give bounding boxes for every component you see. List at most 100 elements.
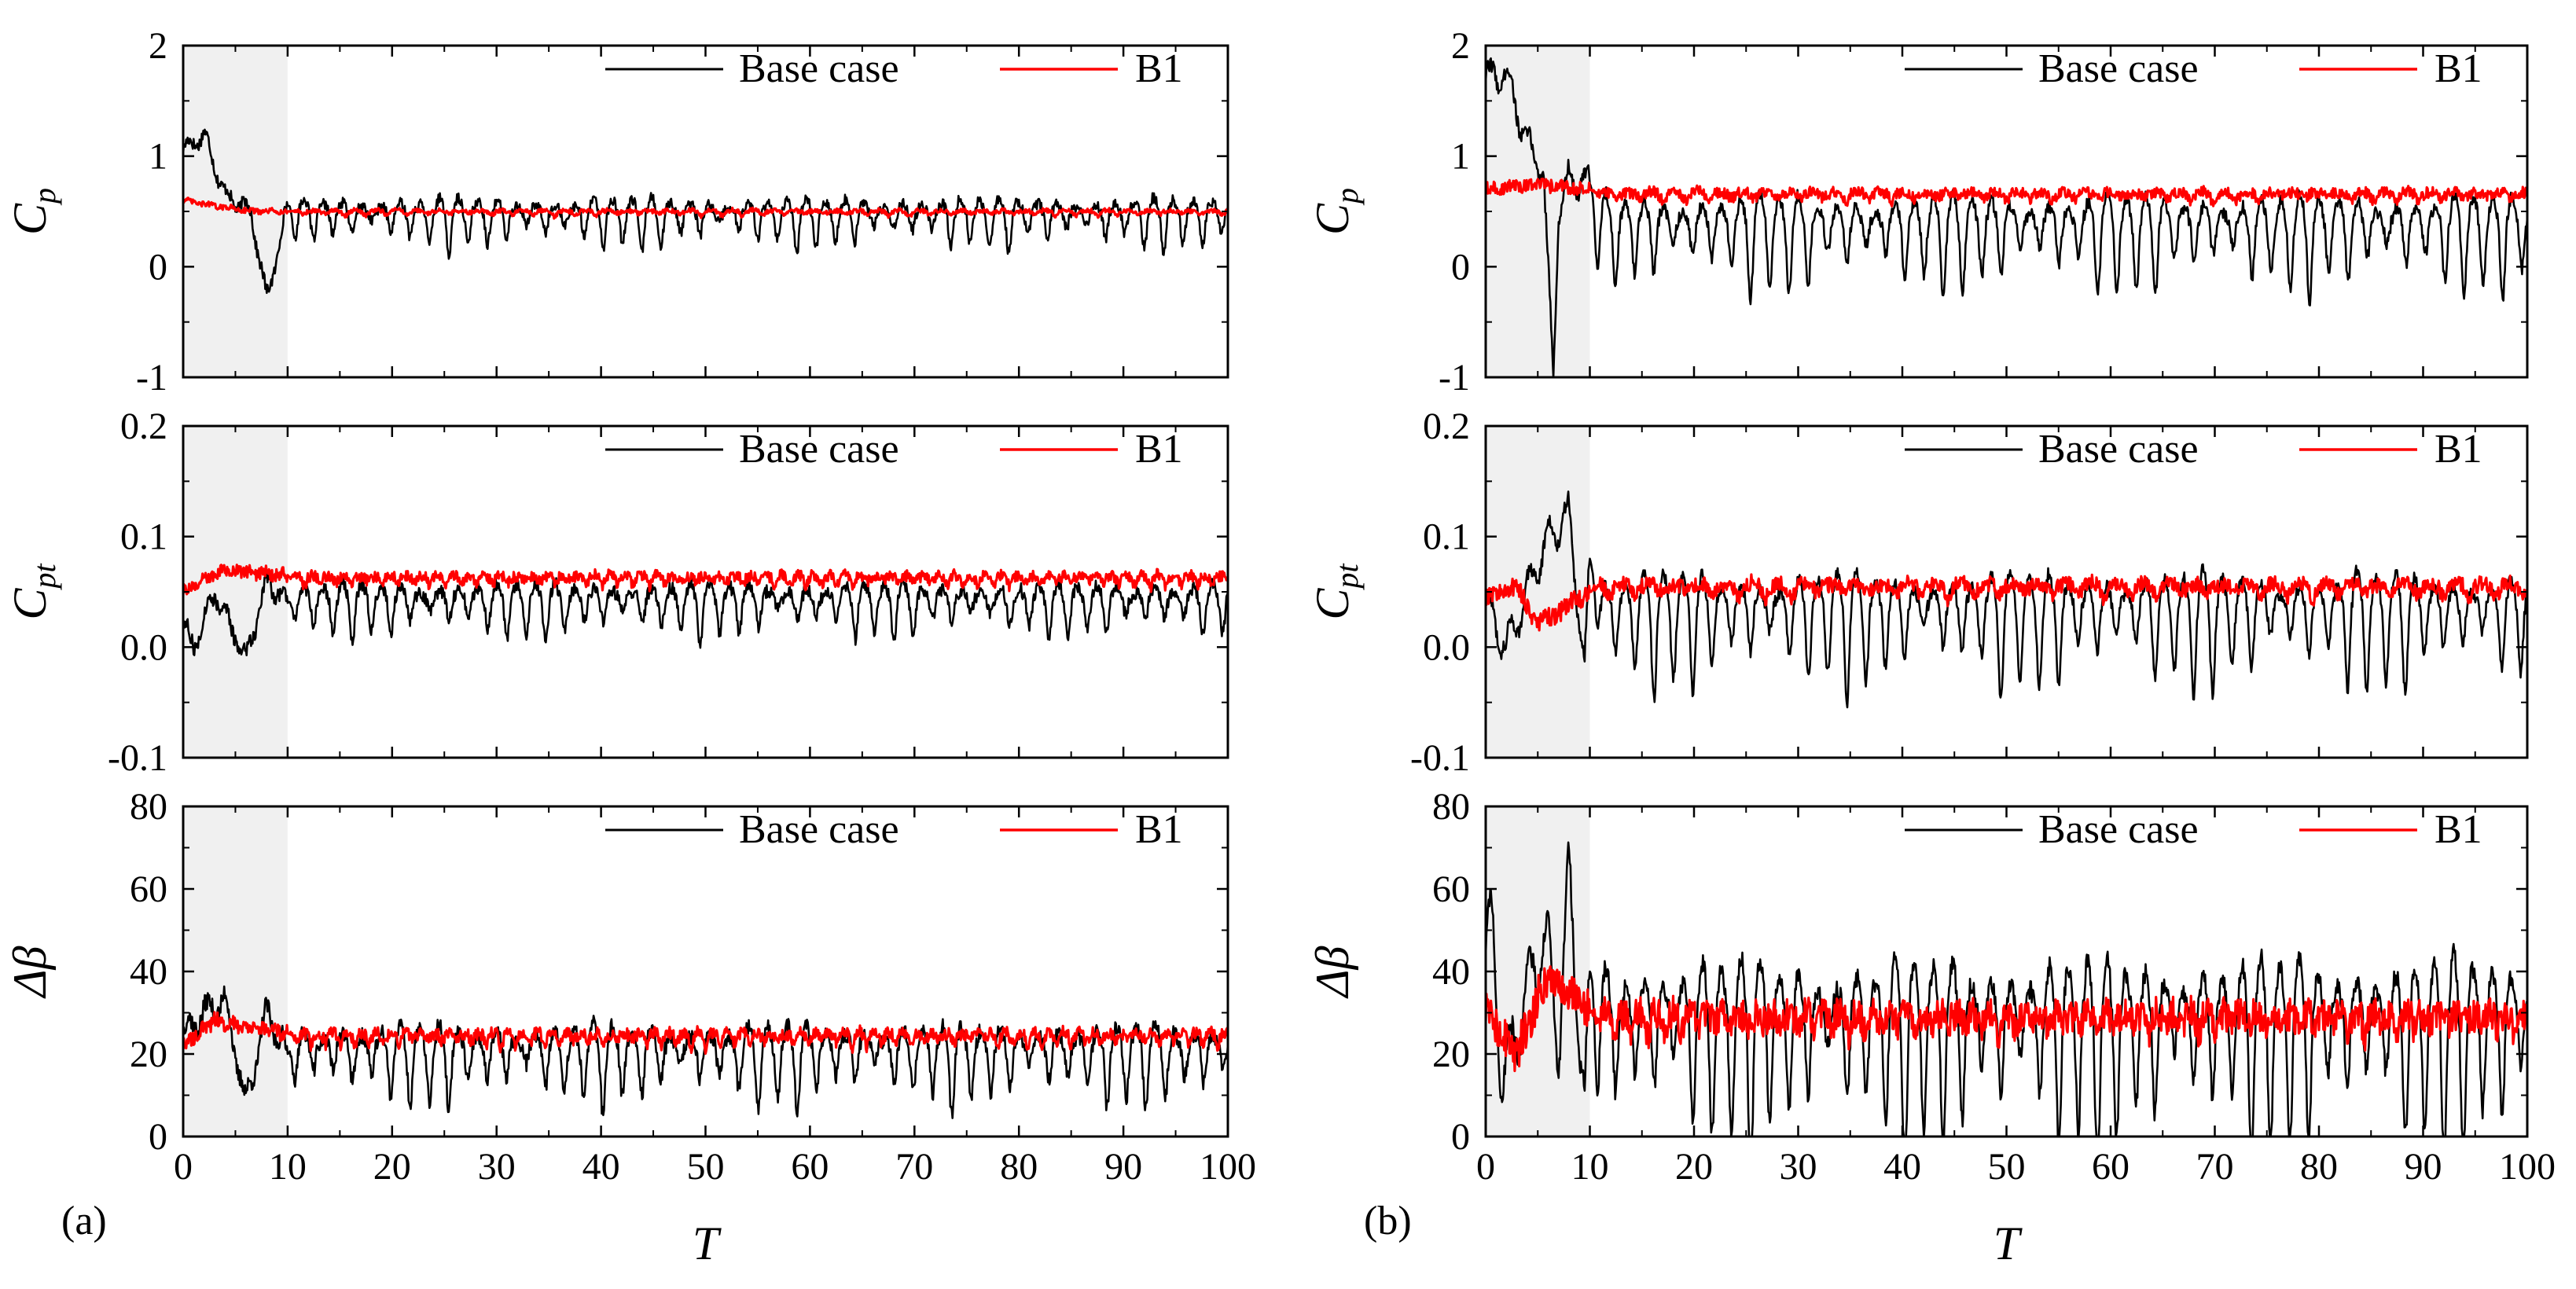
x-tick-label: 100 [1200,1146,1256,1188]
legend: Base case B1 [1905,46,2482,91]
x-tick-label: 100 [2499,1146,2556,1188]
legend: Base case B1 [1905,807,2482,852]
x-tick-label: 70 [2196,1146,2234,1188]
y-tick-label: 0 [149,1116,167,1158]
y-tick-label: -1 [1439,357,1470,398]
series-line-b1 [183,1011,1228,1055]
series-line-b1 [1486,573,2527,632]
y-tick-label: 60 [130,869,167,910]
x-tick-label: 90 [1104,1146,1142,1188]
x-tick-label: 90 [2405,1146,2442,1188]
x-axis-label: T [693,1217,722,1269]
series-line-b1 [183,564,1228,596]
x-tick-label: 60 [2092,1146,2130,1188]
y-tick-label: 1 [1451,136,1470,178]
shaded-region [183,806,288,1137]
y-tick-label: 20 [130,1034,167,1075]
legend-label-b1: B1 [2435,807,2482,852]
x-tick-label: 30 [478,1146,516,1188]
y-tick-label: 2 [1451,25,1470,67]
y-tick-label: 1 [149,136,167,178]
legend-label-base-case: Base case [739,807,899,852]
x-tick-label: 0 [174,1146,193,1188]
legend-label-base-case: Base case [2038,46,2199,91]
x-tick-label: 10 [269,1146,307,1188]
y-axis-label: Δβ [4,946,56,998]
y-tick-label: 0.1 [1423,516,1470,558]
legend-label-b1: B1 [1135,427,1183,472]
y-tick-label: -0.1 [1410,737,1470,779]
subplot: 0.2 0.1 0.0 -0.1 Cpt Base case B1 [4,406,1229,779]
panel-label: (a) [61,1199,107,1243]
y-tick-label: 0 [149,246,167,288]
subplot: 0 10 20 30 40 50 60 70 80 90 100 80 60 40 20 0 Δβ Base ca… [1306,786,2556,1188]
x-tick-label: 0 [1476,1146,1495,1188]
series-line-base-case [183,569,1228,656]
y-tick-label: 0 [1451,1116,1470,1158]
y-axis-label: Cp [1306,188,1365,235]
plot-frame [1484,805,2529,1138]
x-tick-label: 50 [1988,1146,2026,1188]
y-tick-label: 40 [1432,951,1470,993]
series-line-base-case [1486,57,2527,377]
x-tick-label: 50 [687,1146,725,1188]
legend-label-b1: B1 [2435,46,2482,91]
series-line-b1 [1486,177,2527,207]
legend: Base case B1 [605,46,1183,91]
legend-label-base-case: Base case [739,427,899,472]
y-tick-label: 60 [1432,869,1470,910]
shaded-region [183,426,288,758]
legend-label-base-case: Base case [2038,427,2199,472]
legend-label-b1: B1 [1135,46,1183,91]
legend: Base case B1 [605,807,1183,852]
y-axis-label: Cpt [4,564,62,620]
y-tick-label: 0.2 [1423,406,1470,447]
shaded-region [1486,46,1590,377]
y-axis-label: Cpt [1306,564,1365,620]
series-line-base-case [1486,841,2527,1137]
x-axis-label: T [1994,1217,2023,1269]
y-tick-label: 80 [130,786,167,828]
x-tick-label: 60 [791,1146,829,1188]
series-line-base-case [1486,490,2527,709]
x-tick-label: 80 [2300,1146,2338,1188]
subplot: 2 1 0 -1 Cp Base case B1 [4,25,1229,398]
y-tick-label: 0.1 [120,516,167,558]
legend: Base case B1 [605,427,1183,472]
legend-label-b1: B1 [1135,807,1183,852]
y-tick-label: -0.1 [108,737,167,779]
legend-label-base-case: Base case [2038,807,2199,852]
y-tick-label: 0.0 [120,626,167,668]
y-tick-label: 0 [1451,246,1470,288]
y-axis-label: Δβ [1306,946,1358,998]
panel-label: (b) [1364,1199,1412,1243]
subplot: 0 10 20 30 40 50 60 70 80 90 100 80 60 40 20 0 Δβ Base ca… [4,786,1256,1188]
plot-frame [182,805,1229,1138]
series-line-b1 [183,196,1228,220]
x-tick-label: 40 [582,1146,620,1188]
legend-label-b1: B1 [2435,427,2482,472]
y-tick-label: 40 [130,951,167,993]
y-tick-label: 80 [1432,786,1470,828]
legend-label-base-case: Base case [739,46,899,91]
y-tick-label: 0.0 [1423,626,1470,668]
subplot: 2 1 0 -1 Cp Base case B1 [1306,25,2529,398]
y-axis-label: Cp [4,188,62,235]
y-tick-label: 20 [1432,1034,1470,1075]
x-tick-label: 70 [895,1146,933,1188]
legend: Base case B1 [1905,427,2482,472]
x-tick-label: 20 [1675,1146,1713,1188]
x-tick-label: 30 [1780,1146,1817,1188]
series-line-b1 [1486,965,2527,1073]
subplot: 0.2 0.1 0.0 -0.1 Cpt Base case B1 [1306,406,2529,779]
x-tick-label: 20 [373,1146,411,1188]
y-tick-label: 2 [149,25,167,67]
y-tick-label: 0.2 [120,406,167,447]
x-tick-label: 10 [1571,1146,1609,1188]
x-tick-label: 80 [1000,1146,1038,1188]
y-tick-label: -1 [136,357,167,398]
x-tick-label: 40 [1883,1146,1921,1188]
